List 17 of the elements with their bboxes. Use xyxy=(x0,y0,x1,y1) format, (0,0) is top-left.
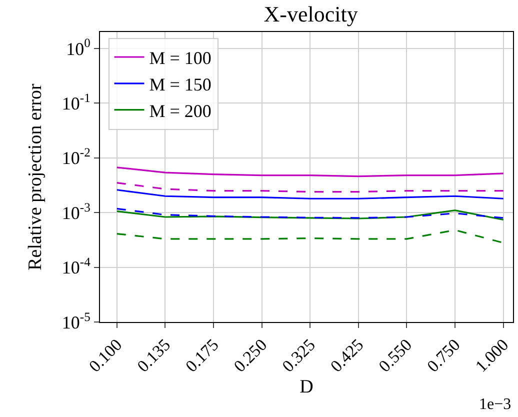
y-tick-label: 10$^{-4}$ xyxy=(62,255,92,278)
line-series xyxy=(116,166,504,178)
line-series xyxy=(116,182,504,193)
line-series xyxy=(116,189,504,200)
legend-label: M = 150 xyxy=(149,74,212,94)
y-tick-label: 10$^{-5}$ xyxy=(62,310,90,332)
y-tick-label: 10$^{-1}$ xyxy=(62,90,90,114)
y-tick-label: 10$^{0}$ xyxy=(66,36,90,59)
y-tick-label: 10$^{-2}$ xyxy=(62,146,90,168)
y-axis-title: Relative projection error xyxy=(24,82,46,270)
x-axis-title: D xyxy=(300,376,314,398)
legend-label: M = 200 xyxy=(149,100,212,121)
y-tick-label: 10$^{-3}$ xyxy=(62,200,90,223)
legend-label: M = 100 xyxy=(149,48,212,68)
text: 1e−3 xyxy=(479,396,512,413)
chart-title: X-velocity xyxy=(264,2,358,27)
line-series xyxy=(116,229,504,244)
